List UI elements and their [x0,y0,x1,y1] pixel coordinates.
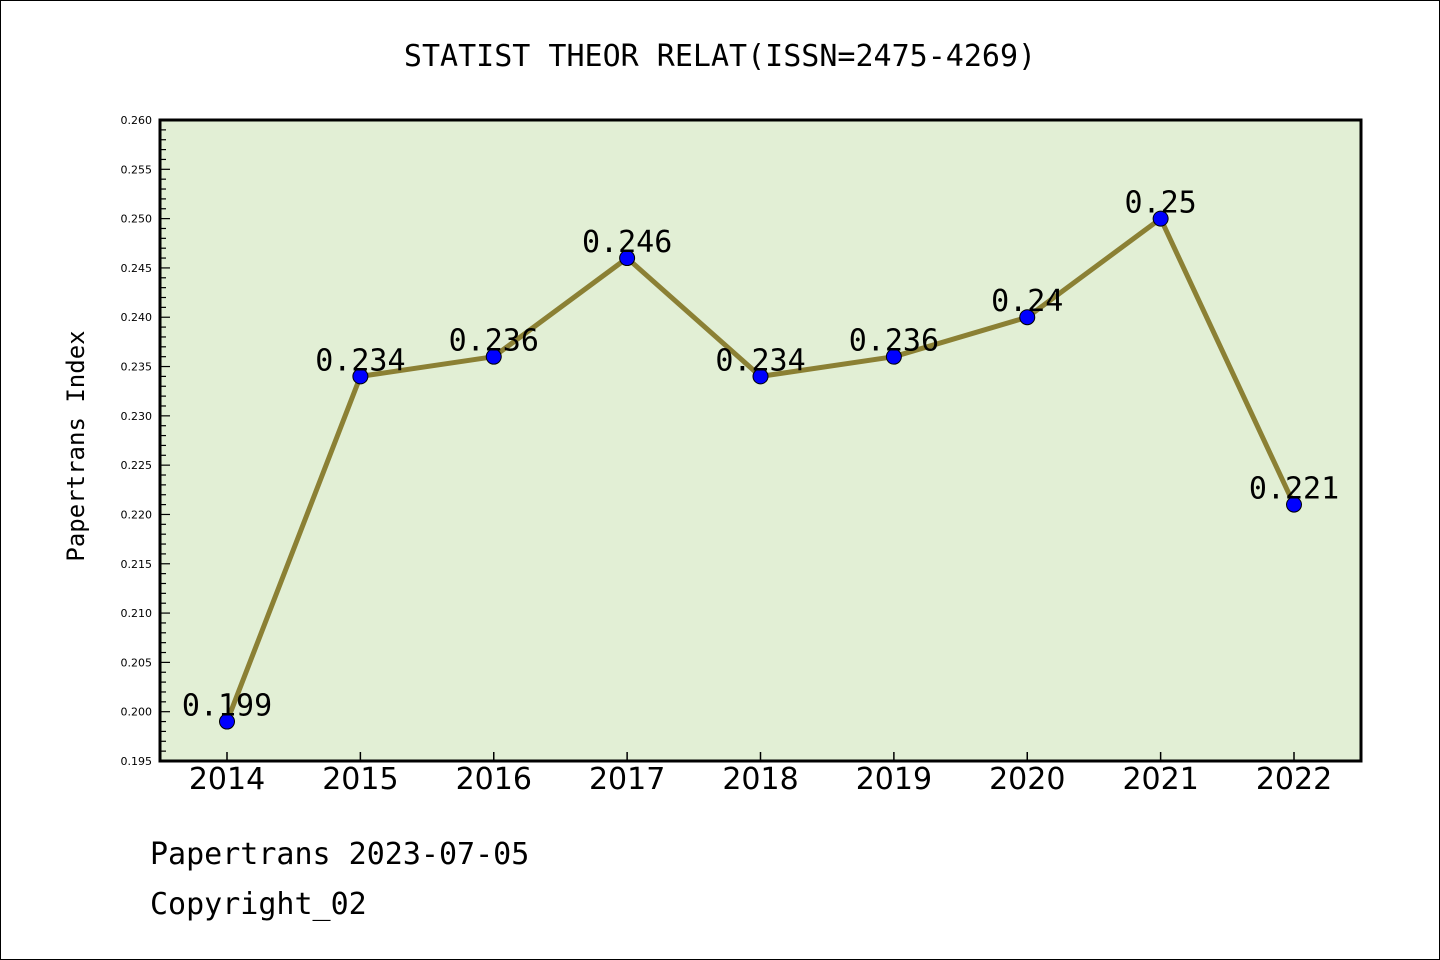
y-tick-label: 0.195 [121,755,153,768]
data-label: 0.25 [1125,186,1197,221]
x-axis-ticks [226,752,1295,761]
y-tick-label: 0.260 [121,114,153,127]
y-tick-label: 0.225 [121,459,153,472]
footer-copyright: Copyright_02 [150,887,367,922]
data-point [485,348,502,365]
y-tick-label: 0.250 [121,213,153,226]
data-label: 0.199 [182,689,272,724]
data-label: 0.221 [1249,472,1339,507]
data-label: 0.246 [582,225,672,260]
data-label: 0.24 [991,284,1063,319]
y-axis-ticks [160,119,170,762]
data-point [352,368,369,385]
y-tick-label: 0.235 [121,361,153,374]
chart-title: STATIST THEOR RELAT(ISSN=2475-4269) [404,39,1036,74]
y-tick-label: 0.230 [121,410,153,423]
x-tick-label: 2019 [856,762,932,797]
y-tick-label: 0.255 [121,163,153,176]
x-tick-label: 2018 [722,762,798,797]
y-axis-label: Papertrans Index [62,330,90,561]
x-tick-label: 2022 [1256,762,1332,797]
x-tick-label: 2021 [1122,762,1198,797]
data-labels: 0.199 0.234 0.236 0.246 0.234 0.236 0.24 0.25 0.… [182,186,1339,724]
x-tick-label: 2016 [456,762,532,797]
y-tick-label: 0.220 [121,508,153,521]
y-tick-label: 0.210 [121,607,153,620]
plot-area [158,118,1363,763]
footer-source: Papertrans 2023-07-05 [150,837,529,872]
data-point [1286,496,1302,513]
y-tick-label: 0.205 [121,656,153,669]
data-point [752,368,769,385]
series-markers [219,210,1302,730]
data-point [1019,309,1036,326]
x-tick-label: 2017 [589,762,665,797]
x-tick-label: 2015 [322,762,398,797]
data-point [219,713,235,730]
data-label: 0.236 [849,324,939,359]
x-axis-tick-labels: 2014 2015 2016 2017 2018 2019 2020 2021 2022 [189,762,1332,797]
y-tick-label: 0.200 [121,706,153,719]
data-point [885,348,902,365]
y-tick-label: 0.240 [121,311,153,324]
data-label: 0.234 [715,343,805,378]
y-axis-tick-labels: 0.195 0.200 0.205 0.210 0.215 0.220 0.225 0.230… [121,114,153,768]
x-tick-label: 2020 [989,762,1065,797]
data-label: 0.234 [315,343,405,378]
data-point [619,250,636,267]
y-tick-label: 0.215 [121,558,153,571]
y-tick-label: 0.245 [121,262,153,275]
x-tick-label: 2014 [189,762,265,797]
data-point [1152,210,1169,227]
data-label: 0.236 [449,324,539,359]
